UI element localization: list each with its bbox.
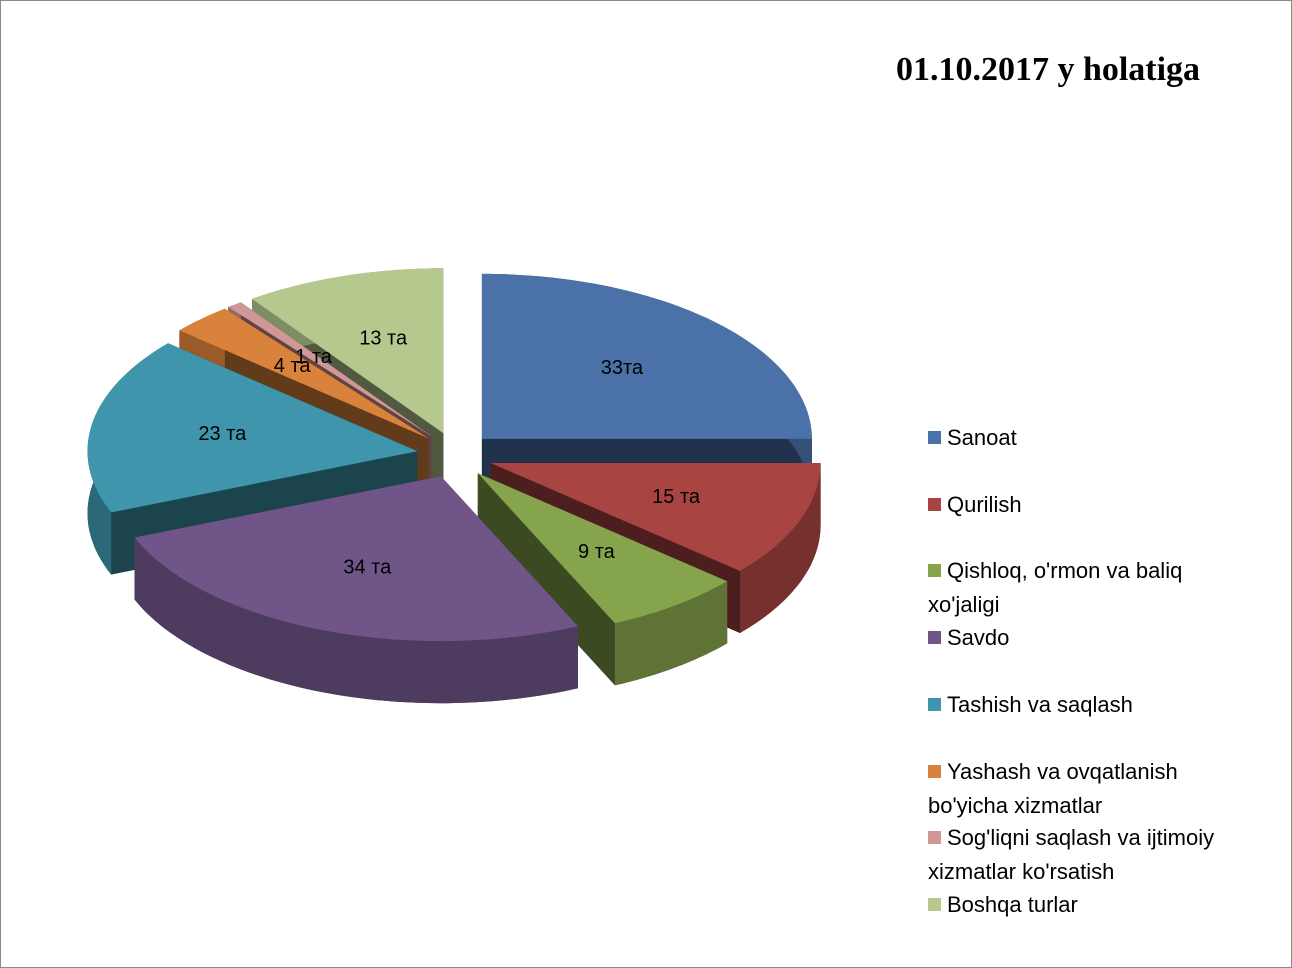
slice-top	[490, 463, 821, 571]
slice-wall	[740, 463, 821, 633]
legend-item: Qurilish	[928, 488, 1258, 522]
legend-item: Sog'liqni saqlash va ijtimoiy xizmatlar …	[928, 821, 1258, 889]
legend-swatch	[928, 564, 941, 578]
legend-item: Yashash va ovqatlanish bo'yicha xizmatla…	[928, 755, 1258, 823]
legend-item: Sanoat	[928, 421, 1258, 455]
legend-item: Savdo	[928, 621, 1258, 655]
legend-swatch	[928, 831, 941, 845]
legend-swatch	[928, 631, 941, 645]
slice-top	[179, 308, 429, 439]
legend-label: Yashash va ovqatlanish bo'yicha xizmatla…	[928, 758, 1178, 818]
legend-item: Tashish va saqlash	[928, 688, 1258, 722]
data-label: 34 та	[343, 556, 392, 578]
legend-label: Qishloq, o'rmon va baliq xo'jaligi	[928, 558, 1183, 618]
slice-top	[134, 476, 578, 642]
slice-top	[481, 273, 812, 439]
pie-slice	[477, 473, 728, 686]
legend-item: Qishloq, o'rmon va baliq xo'jaligi	[928, 554, 1258, 622]
legend-label: Savdo	[947, 625, 1010, 651]
legend-label: Sanoat	[947, 425, 1017, 450]
slice-wall	[614, 581, 728, 686]
legend-label: Sog'liqni saqlash va ijtimoiy xizmatlar …	[928, 825, 1215, 885]
legend-swatch	[928, 764, 941, 778]
legend-swatch	[928, 897, 941, 911]
chart-title: 01.10.2017 y holatiga	[896, 51, 1200, 88]
legend-label: Tashish va saqlash	[947, 691, 1133, 717]
data-label: 4 та	[274, 355, 312, 377]
data-label: 13 та	[359, 327, 408, 349]
slice-top	[228, 302, 433, 437]
legend-label: Boshqa turlar	[947, 891, 1078, 917]
slice-top	[252, 268, 444, 434]
data-label: 9 та	[578, 541, 616, 563]
data-label: 33та	[601, 357, 644, 379]
slice-wall	[477, 473, 615, 686]
pie-slice	[134, 476, 578, 704]
legend-label: Qurilish	[947, 491, 1022, 517]
legend-item: Boshqa turlar	[928, 888, 1258, 922]
legend-swatch	[928, 431, 941, 444]
slice-wall	[134, 537, 578, 704]
legend-swatch	[928, 497, 941, 511]
data-label: 23 та	[198, 423, 247, 445]
data-label: 1 та	[295, 346, 333, 368]
legend-swatch	[928, 697, 941, 711]
data-label: 15 та	[652, 486, 701, 508]
slice-top	[87, 343, 418, 513]
slice-top	[477, 473, 728, 624]
